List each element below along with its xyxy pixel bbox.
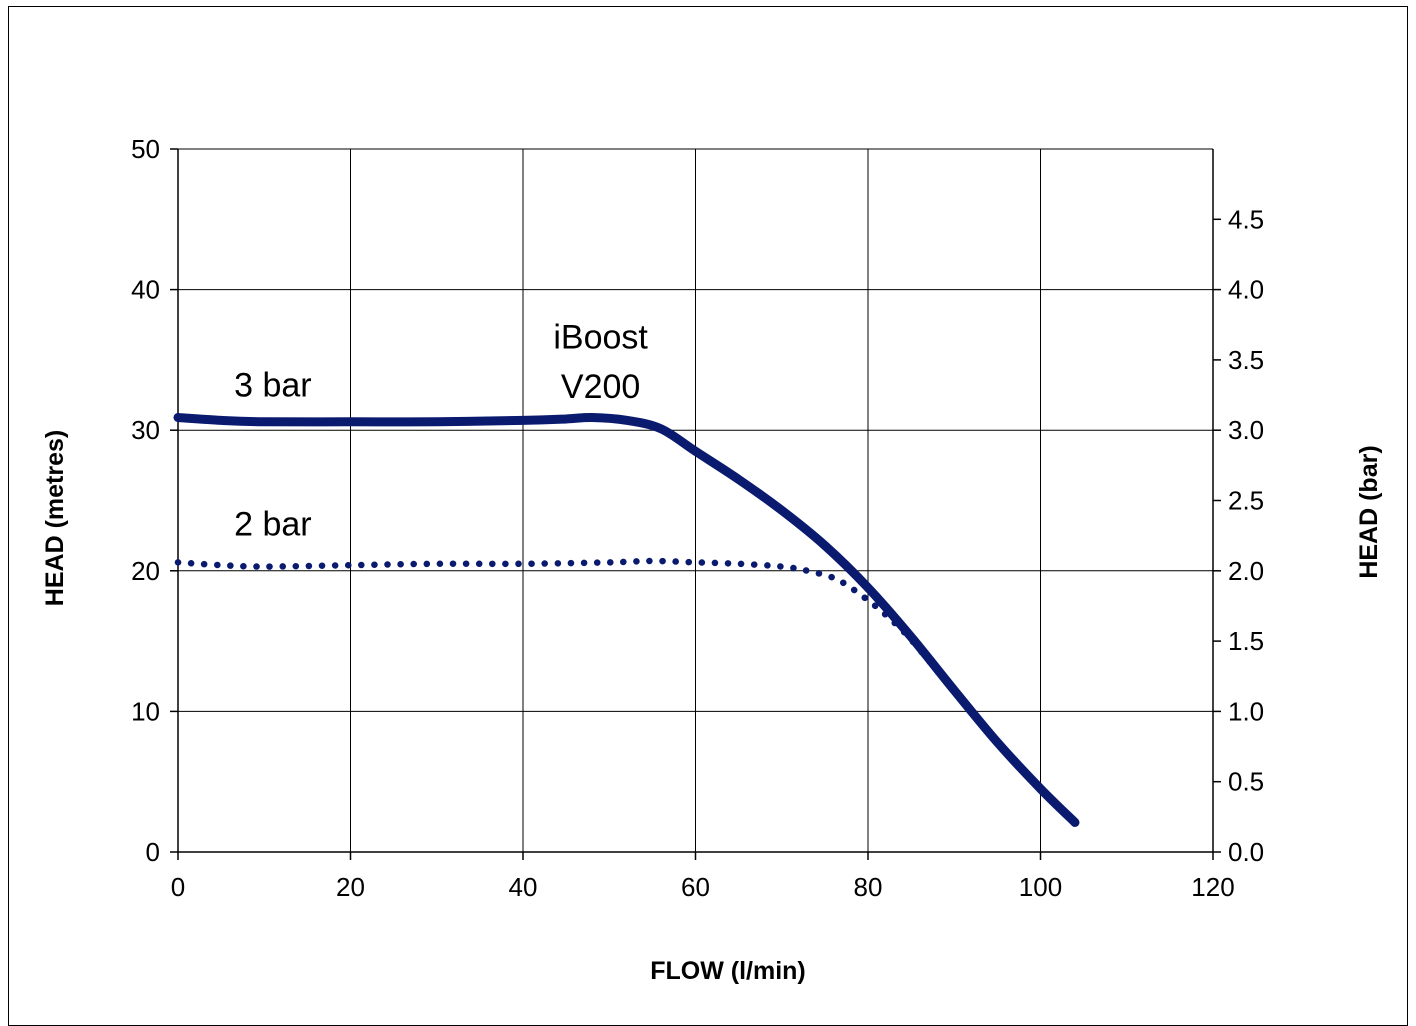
x-tick-label: 20 — [336, 872, 365, 902]
series-line-2-bar — [174, 557, 1079, 826]
curve-annotation: 3 bar — [234, 366, 312, 404]
y-tick-label: 0 — [146, 837, 160, 867]
y2-axis-ticks: 0.0 0.5 1.0 1.5 2.0 2.5 3.0 3.5 4.0 4.5 — [1213, 204, 1264, 867]
x-tick-label: 0 — [171, 872, 185, 902]
curve-annotation: iBoost — [553, 319, 648, 357]
y-tick-label: 40 — [131, 275, 160, 305]
x-axis-ticks: 0 20 40 60 80 100 120 — [171, 852, 1235, 902]
y-tick-label: 30 — [131, 415, 160, 445]
y-tick-label: 20 — [131, 556, 160, 586]
grid-lines — [177, 148, 1214, 853]
curve-annotation: 2 bar — [234, 506, 312, 544]
y-axis-ticks: 0 10 20 30 40 50 — [131, 134, 178, 867]
curve-annotation: V200 — [561, 368, 640, 406]
y2-tick-label: 0.0 — [1228, 837, 1264, 867]
x-tick-label: 100 — [1019, 872, 1062, 902]
y2-axis-title: HEAD (bar) — [1355, 445, 1383, 578]
x-tick-label: 40 — [509, 872, 538, 902]
y2-tick-label: 0.5 — [1228, 767, 1264, 797]
y2-tick-label: 2.5 — [1228, 486, 1264, 516]
series-line-3-bar — [173, 413, 1080, 827]
y2-tick-label: 1.5 — [1228, 626, 1264, 656]
y-axis-title: HEAD (metres) — [41, 430, 69, 606]
y-tick-label: 10 — [131, 696, 160, 726]
y2-tick-label: 2.0 — [1228, 556, 1264, 586]
x-tick-label: 60 — [681, 872, 710, 902]
y2-tick-label: 3.5 — [1228, 345, 1264, 375]
curve-annotations: 3 bar iBoost V200 2 bar — [234, 319, 648, 544]
y2-tick-label: 4.5 — [1228, 204, 1264, 234]
y2-tick-label: 3.0 — [1228, 415, 1264, 445]
series-lines — [173, 413, 1080, 827]
y2-tick-label: 1.0 — [1228, 696, 1264, 726]
y-tick-label: 50 — [131, 134, 160, 164]
x-tick-label: 80 — [854, 872, 883, 902]
x-tick-label: 120 — [1191, 872, 1234, 902]
x-axis-title: FLOW (l/min) — [650, 957, 806, 985]
y2-tick-label: 4.0 — [1228, 275, 1264, 305]
